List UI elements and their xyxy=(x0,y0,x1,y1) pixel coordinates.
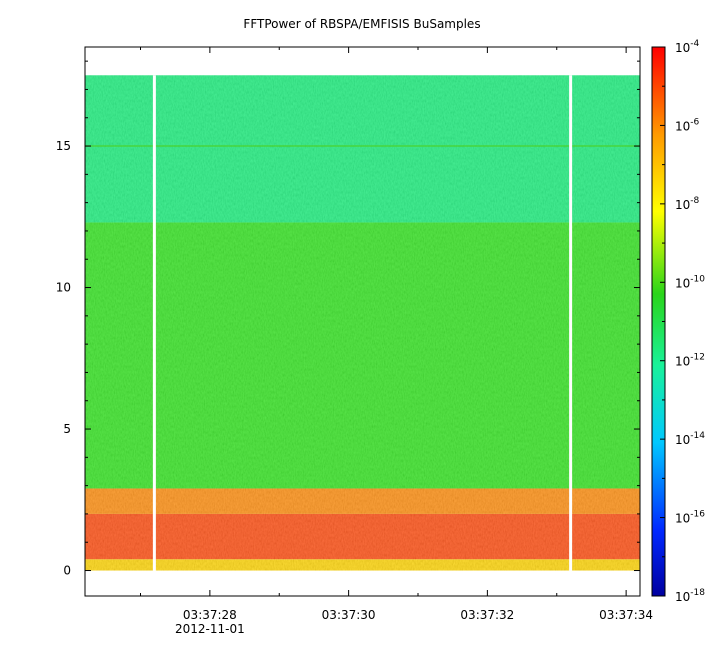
x-tick-label: 03:37:34 xyxy=(599,608,653,622)
plot-area xyxy=(85,75,640,571)
colorbar-tick-label: 10-8 xyxy=(675,196,700,212)
x-tick-label: 03:37:30 xyxy=(322,608,376,622)
plot-frame xyxy=(84,46,641,597)
x-tick-label: 03:37:28 xyxy=(183,608,237,622)
colorbar-tick-label: 10-12 xyxy=(675,353,705,369)
y-tick-label: 0 xyxy=(63,564,71,578)
y-tick-label: 10 xyxy=(56,281,71,295)
spectrogram-noise xyxy=(85,75,640,571)
data-gap xyxy=(152,75,156,571)
colorbar-tick-label: 10-4 xyxy=(675,39,700,55)
x-tick-sublabel: 2012-11-01 xyxy=(175,622,245,636)
colorbar-tick-label: 10-16 xyxy=(675,510,705,526)
y-tick-label: 5 xyxy=(63,422,71,436)
colorbar-tick-label: 10-10 xyxy=(675,274,705,290)
colorbar-tick-label: 10-6 xyxy=(675,117,700,133)
y-axis: 0 5 10 15 xyxy=(56,60,640,578)
y-tick-label: 15 xyxy=(56,139,71,153)
chart-title: FFTPower of RBSPA/EMFISIS BuSamples xyxy=(243,17,481,31)
data-gap xyxy=(569,75,573,571)
x-tick-label: 03:37:32 xyxy=(460,608,514,622)
colorbar-tick-label: 10-14 xyxy=(675,431,705,447)
colorbar: 10-4 10-6 10-8 10-10 10-12 10-14 10-16 10-18 xyxy=(651,39,705,604)
colorbar-tick-label: 10-18 xyxy=(675,588,705,604)
